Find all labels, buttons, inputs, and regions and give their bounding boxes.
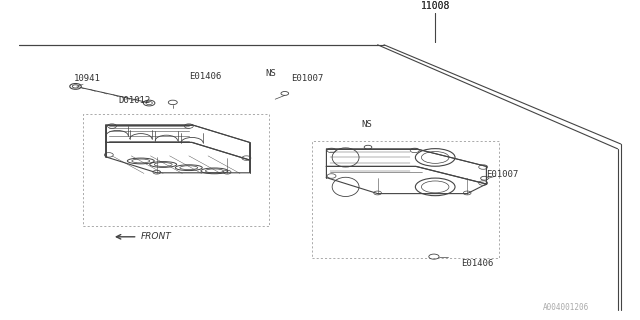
Text: 11008: 11008 [420, 1, 450, 11]
Text: FRONT: FRONT [141, 232, 172, 241]
Text: NS: NS [266, 69, 276, 78]
Text: 11008: 11008 [420, 1, 450, 11]
Text: A004001206: A004001206 [543, 303, 589, 312]
Text: 10941: 10941 [74, 74, 100, 83]
Text: E01406: E01406 [189, 72, 221, 81]
Text: E01406: E01406 [461, 260, 493, 268]
Text: E01007: E01007 [486, 170, 518, 179]
Text: NS: NS [362, 120, 372, 129]
Text: E01007: E01007 [291, 74, 323, 83]
Text: D01012: D01012 [118, 96, 150, 105]
